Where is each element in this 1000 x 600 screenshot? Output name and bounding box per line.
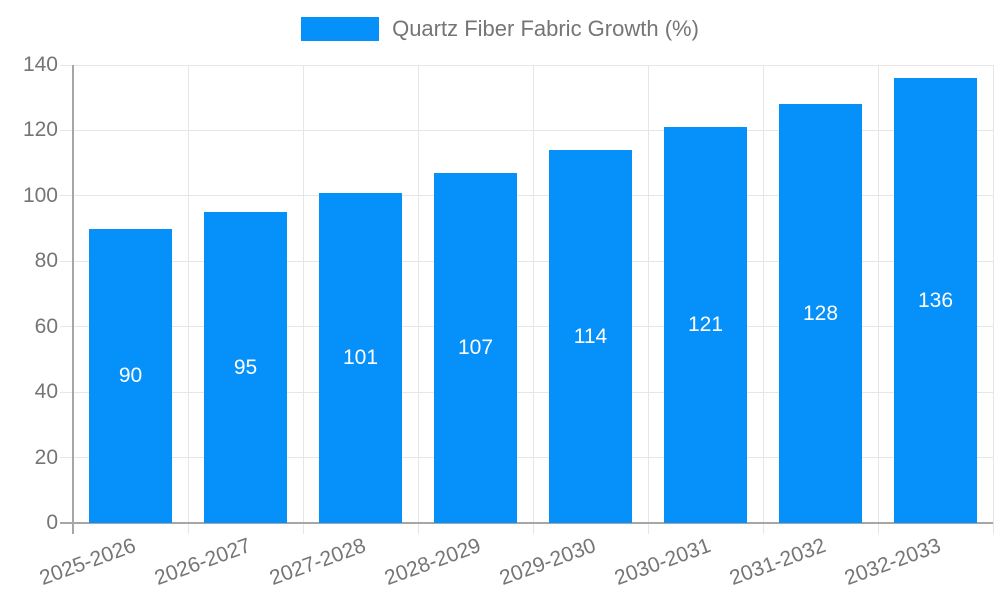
bar-value-label: 114 [573,324,608,348]
bar-value-label: 95 [233,355,258,379]
y-tick-label: 20 [34,445,58,469]
v-gridline [302,65,304,523]
bar-value-label: 128 [802,301,839,325]
x-axis-tick [417,523,419,534]
y-tick-label: 120 [22,118,58,142]
bar [779,104,862,523]
bar [434,172,517,523]
bar [204,212,287,523]
y-axis-tick [60,326,73,328]
y-axis-line [72,65,74,534]
v-gridline [532,65,534,523]
bar [319,192,402,523]
bar-value-label: 107 [457,335,494,359]
y-axis-tick [60,457,73,459]
x-axis-tick [532,523,534,534]
y-tick-label: 100 [22,183,58,207]
y-axis-tick [60,260,73,262]
y-axis-tick [60,64,73,66]
bar-value-label: 90 [118,363,143,387]
bar [549,150,632,523]
y-tick-label: 0 [46,511,58,534]
y-tick-label: 40 [34,380,58,404]
bar [664,127,747,523]
v-gridline [647,65,649,523]
legend-label[interactable]: Quartz Fiber Fabric Growth (%) [392,16,699,41]
bar-value-label: 121 [687,313,724,337]
y-tick-label: 80 [34,249,58,273]
x-axis-tick [647,523,649,534]
v-gridline [187,65,189,523]
chart-legend[interactable]: Quartz Fiber Fabric Growth (%) [0,16,1000,42]
y-axis-tick [60,129,73,131]
y-tick-label: 140 [22,53,58,76]
bar [89,228,172,523]
x-axis-tick [762,523,764,534]
v-gridline [877,65,879,523]
legend-swatch[interactable] [301,17,380,41]
y-axis-tick [60,391,73,393]
x-axis-tick [992,523,994,534]
v-gridline [992,65,994,523]
x-axis-tick [302,523,304,534]
bar [894,78,977,523]
v-gridline [417,65,419,523]
x-axis-tick [877,523,879,534]
bar-value-label: 136 [917,288,954,312]
bar-value-label: 101 [342,345,379,369]
x-axis-tick [187,523,189,534]
x-axis-line [60,522,993,524]
y-axis-tick [60,195,73,197]
y-tick-label: 60 [34,314,58,338]
v-gridline [762,65,764,523]
